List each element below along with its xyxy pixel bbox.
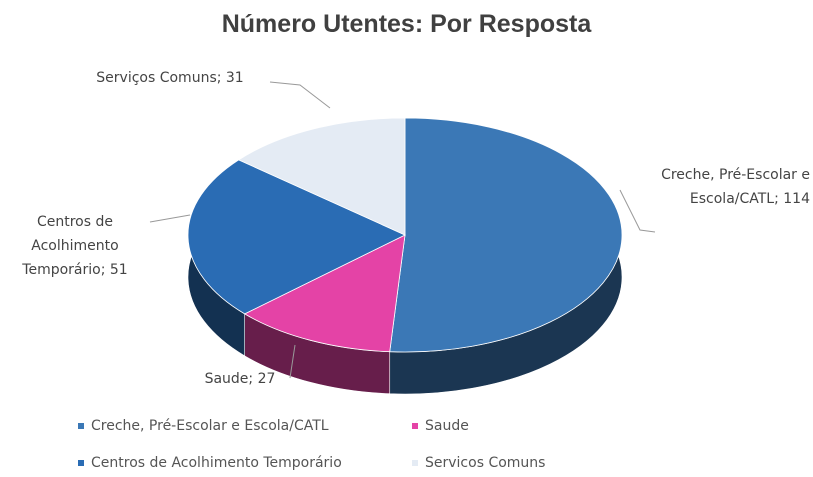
- legend-swatch: [78, 423, 84, 429]
- leader-line: [289, 344, 296, 379]
- legend-label: Saude: [425, 418, 469, 434]
- slice: [237, 117, 406, 236]
- data-label: Serviços Comuns; 31: [96, 70, 244, 86]
- slice: [187, 159, 406, 315]
- legend-label: Creche, Pré-Escolar e Escola/CATL: [91, 418, 329, 434]
- data-label: Saude; 27: [204, 371, 276, 387]
- data-label: Creche, Pré-Escolar e Escola/CATL; 114: [661, 167, 810, 207]
- slice: [389, 117, 623, 353]
- leader-line: [269, 81, 331, 109]
- legend-item: Servicos Comuns: [412, 455, 545, 471]
- legend-swatch: [78, 460, 84, 466]
- slice: [243, 234, 406, 353]
- legend-item: Centros de Acolhimento Temporário: [78, 455, 342, 471]
- data-label: Centros de Acolhimento Temporário; 51: [22, 214, 128, 278]
- chart-title: Número Utentes: Por Resposta: [221, 10, 592, 38]
- legend-swatch: [412, 423, 418, 429]
- legend-swatch: [412, 460, 418, 466]
- legend-item: Saude: [412, 418, 469, 434]
- legend-item: Creche, Pré-Escolar e Escola/CATL: [78, 418, 329, 434]
- leader-line: [149, 214, 191, 223]
- leader-line: [619, 189, 656, 233]
- legend-label: Centros de Acolhimento Temporário: [91, 455, 342, 471]
- legend-label: Servicos Comuns: [425, 455, 546, 471]
